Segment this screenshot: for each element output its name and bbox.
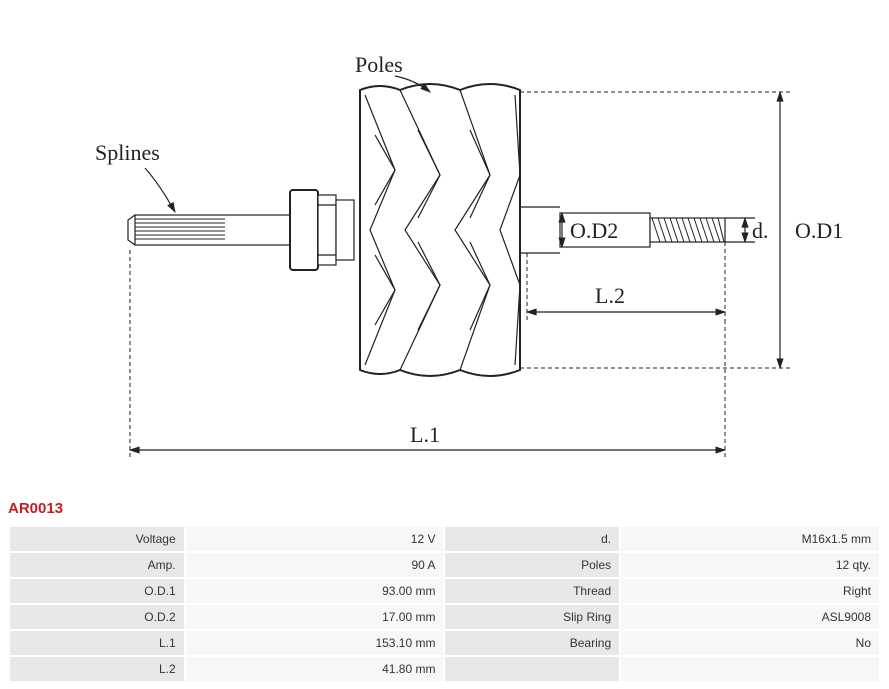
- bearing-block: [290, 190, 354, 270]
- spec-value: Right: [621, 579, 879, 603]
- label-poles: Poles: [355, 52, 403, 77]
- spec-label: Slip Ring: [445, 605, 619, 629]
- spec-label: Voltage: [10, 527, 184, 551]
- rotor-diagram: Poles Splines O.D1 d. O.D2 L.2 L.1: [0, 0, 889, 495]
- table-row: L.1 153.10 mm Bearing No: [10, 631, 879, 655]
- spec-label: L.1: [10, 631, 184, 655]
- label-d: d.: [752, 218, 769, 243]
- spec-label: Bearing: [445, 631, 619, 655]
- spec-label: Poles: [445, 553, 619, 577]
- spec-value: No: [621, 631, 879, 655]
- spec-table: Voltage 12 V d. M16x1.5 mm Amp. 90 A Pol…: [8, 525, 881, 683]
- shaft-splines: [128, 215, 290, 245]
- table-row: O.D.2 17.00 mm Slip Ring ASL9008: [10, 605, 879, 629]
- spec-value: 17.00 mm: [186, 605, 444, 629]
- spec-label: L.2: [10, 657, 184, 681]
- shaft-right: [520, 207, 725, 253]
- spec-label: O.D.1: [10, 579, 184, 603]
- spec-label: Thread: [445, 579, 619, 603]
- label-splines: Splines: [95, 140, 160, 165]
- spec-label: Amp.: [10, 553, 184, 577]
- table-row: Amp. 90 A Poles 12 qty.: [10, 553, 879, 577]
- spec-value: 12 qty.: [621, 553, 879, 577]
- label-od2: O.D2: [570, 218, 618, 243]
- spec-value: M16x1.5 mm: [621, 527, 879, 551]
- table-row: L.2 41.80 mm: [10, 657, 879, 681]
- spec-value: ASL9008: [621, 605, 879, 629]
- spec-value: 153.10 mm: [186, 631, 444, 655]
- spec-label: [445, 657, 619, 681]
- spec-value: [621, 657, 879, 681]
- part-number: AR0013: [8, 500, 63, 517]
- rotor-body: [360, 84, 520, 376]
- table-row: O.D.1 93.00 mm Thread Right: [10, 579, 879, 603]
- spec-label: O.D.2: [10, 605, 184, 629]
- label-l1: L.1: [410, 422, 440, 447]
- spec-value: 41.80 mm: [186, 657, 444, 681]
- spec-label: d.: [445, 527, 619, 551]
- label-l2: L.2: [595, 283, 625, 308]
- table-row: Voltage 12 V d. M16x1.5 mm: [10, 527, 879, 551]
- label-od1: O.D1: [795, 218, 843, 243]
- spec-value: 90 A: [186, 553, 444, 577]
- rotor-svg: Poles Splines O.D1 d. O.D2 L.2 L.1: [0, 0, 889, 495]
- spec-value: 12 V: [186, 527, 444, 551]
- spec-value: 93.00 mm: [186, 579, 444, 603]
